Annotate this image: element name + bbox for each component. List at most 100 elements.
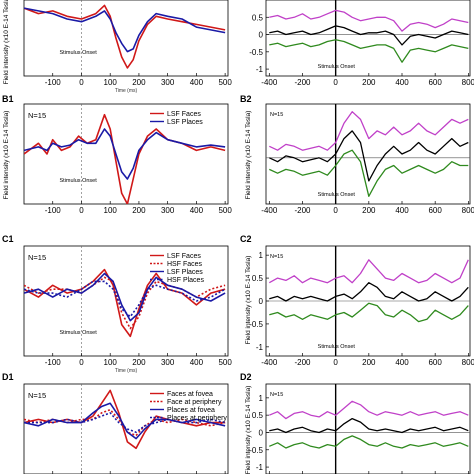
y-tick-label: -0.5	[249, 320, 263, 329]
x-tick-label: 0	[333, 78, 338, 87]
x-tick-label: 200	[132, 78, 146, 87]
x-tick-label: -200	[294, 206, 311, 215]
y-axis-label: Field intensity (x10 E-14 Tesla)	[245, 111, 252, 200]
x-tick-label: 200	[132, 206, 146, 215]
x-tick-label: -200	[294, 78, 311, 87]
y-tick-label: 0.5	[252, 13, 264, 22]
n-label: N=15	[270, 112, 283, 118]
y-axis-label: Field intensity (x10 E-14 Tesla)	[3, 111, 10, 200]
panel-label: B1	[2, 94, 14, 104]
series-line-green	[269, 435, 469, 449]
stimulus-onset-label: Stimulus Onset	[318, 344, 356, 350]
series-line-black	[269, 282, 469, 302]
x-tick-label: 300	[161, 78, 175, 87]
n-label: N=15	[28, 111, 46, 120]
y-axis-label: Field intensity (x10 E-14 Tesla)	[245, 386, 252, 474]
series-line-magenta	[268, 259, 469, 284]
x-axis-label: Time (ms)	[115, 368, 138, 374]
x-tick-label: 400	[190, 358, 204, 367]
x-tick-label: 500	[218, 78, 232, 87]
x-tick-label: 800	[462, 78, 474, 87]
x-tick-label: 300	[161, 206, 175, 215]
panel-label: D2	[240, 372, 252, 382]
x-tick-label: 0	[79, 358, 84, 367]
n-label: N=15	[28, 253, 46, 262]
x-tick-label: 800	[462, 206, 474, 215]
x-tick-label: -100	[45, 206, 62, 215]
y-tick-label: -1	[256, 343, 264, 352]
panel-b2: -400 -200 0 200 400 600 800 Stimulus Onset B2 N=1…	[240, 94, 474, 215]
y-tick-label: 0.5	[252, 411, 264, 420]
y-tick-label: 1	[259, 394, 264, 403]
x-tick-label: 400	[395, 78, 409, 87]
y-tick-label: -1	[256, 65, 264, 74]
x-tick-label: -100	[45, 78, 62, 87]
x-tick-label: 200	[362, 358, 376, 367]
legend-label: LSF Places	[167, 119, 203, 126]
series-line-blue-dotted	[24, 412, 226, 433]
x-tick-label: 200	[362, 78, 376, 87]
legend-label: Face at periphery	[167, 399, 222, 406]
panel-label: B2	[240, 94, 252, 104]
n-label: N=15	[270, 392, 283, 398]
y-tick-label: 0	[259, 31, 264, 40]
legend-label: LSF Places	[167, 269, 203, 276]
panel-d2: 1 0.5 0 -0.5 -1 D2 N=15	[240, 372, 471, 474]
series-line-red	[24, 4, 226, 69]
x-tick-label: -400	[261, 78, 278, 87]
plot-frame	[265, 103, 471, 205]
n-label: N=15	[270, 254, 283, 260]
y-tick-label: -0.5	[249, 446, 263, 455]
series-line-blue-dotted	[24, 280, 226, 318]
y-axis-label: Field intensity (x10 E-14 Tesla)	[3, 0, 10, 84]
y-tick-label: -1	[256, 463, 264, 472]
series-line-magenta	[269, 111, 469, 151]
x-tick-label: 500	[218, 206, 232, 215]
x-tick-label: 200	[362, 206, 376, 215]
series-line-red	[24, 113, 226, 204]
x-tick-label: 0	[79, 206, 84, 215]
x-tick-label: 400	[395, 206, 409, 215]
x-axis-label: Time (ms)	[115, 88, 138, 94]
y-tick-label: 0	[259, 297, 264, 306]
series-line-magenta	[269, 9, 469, 32]
x-tick-label: 100	[104, 78, 118, 87]
legend-label: Places at fovea	[167, 407, 215, 414]
x-tick-label: 0	[79, 78, 84, 87]
y-tick-label: 1	[259, 251, 264, 260]
panel-a2: -400 -200 0 200 400 600 800 0.5 0 -0.5 -1 Stimulus …	[249, 0, 474, 87]
series-line-green	[269, 39, 469, 63]
panel-b1: -100 0 100 200 300 400 500 Stimulus Onset B1 N=15…	[2, 94, 232, 215]
stimulus-onset-label: Stimulus Onset	[59, 178, 97, 184]
series-line-green	[269, 302, 469, 323]
legend-label: LSF Faces	[167, 253, 201, 260]
stimulus-onset-label: Stimulus Onset	[318, 192, 356, 198]
legend-label: LSF Faces	[167, 111, 201, 118]
panel-a1: -100 0 100 200 300 400 500 Time (ms) Stimulus On…	[23, 0, 232, 94]
series-line-black	[269, 25, 469, 46]
x-tick-label: 100	[104, 206, 118, 215]
plot-frame	[265, 0, 471, 77]
plot-frame	[265, 383, 471, 474]
series-line-blue	[24, 128, 226, 180]
x-tick-label: 500	[218, 358, 232, 367]
stimulus-onset-label: Stimulus Onset	[59, 330, 97, 336]
x-tick-label: 200	[132, 358, 146, 367]
series-line-black	[269, 417, 469, 434]
series-line-red	[24, 268, 226, 338]
plot-frame	[23, 383, 229, 474]
x-tick-label: 400	[190, 206, 204, 215]
y-tick-label: 0	[259, 428, 264, 437]
x-tick-label: 600	[428, 358, 442, 367]
x-tick-label: 400	[190, 78, 204, 87]
x-tick-label: -200	[294, 358, 311, 367]
x-tick-label: 600	[428, 206, 442, 215]
y-tick-label: 0.5	[252, 274, 264, 283]
x-tick-label: 600	[428, 78, 442, 87]
plot-frame	[23, 245, 229, 357]
x-tick-label: -400	[261, 358, 278, 367]
panel-c1: -100 0 100 200 300 400 500 Time (ms) Stimulus On…	[2, 234, 232, 374]
x-tick-label: 800	[462, 358, 474, 367]
x-tick-label: 400	[395, 358, 409, 367]
